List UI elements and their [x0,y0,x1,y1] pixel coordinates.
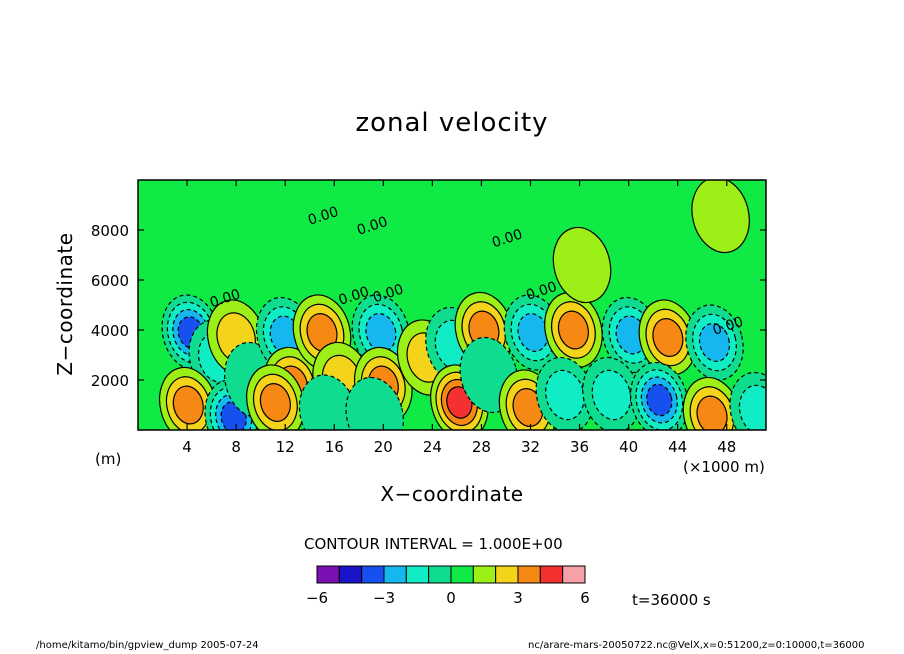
x-tick-label-1: 8 [231,438,241,456]
y-tick-label-2: 6000 [91,272,129,290]
colorbar-swatch-11 [562,565,586,584]
x-tick-label-11: 48 [717,438,736,456]
time-label: t=36000 s [632,591,711,609]
x-tick-label-9: 40 [619,438,638,456]
y-axis-unit: (m) [95,450,122,468]
contour-28-level-3 [698,323,731,362]
contour-22-level-3 [557,310,589,350]
colorbar-swatch-2 [361,565,385,584]
chart-title: zonal velocity [355,108,549,138]
contour-30-level-2 [738,384,766,430]
colorbar-swatch-1 [338,565,363,584]
colorbar-swatch-10 [539,565,564,584]
x-tick-label-10: 44 [668,438,687,456]
contour-29-level-3 [696,395,728,430]
x-tick-label-5: 24 [423,438,442,456]
x-axis-label: X−coordinate [380,482,524,506]
colorbar-swatch-5 [428,565,452,584]
colorbar-swatch-7 [472,565,497,584]
y-tick-label-3: 8000 [91,222,129,240]
contour-26-level-3 [652,318,684,357]
contour-field: 0.00 0.000.000.00 0.00 0.00 0.000.00 [159,180,766,430]
x-tick-label-2: 12 [276,438,295,456]
x-axis-unit: (×1000 m) [683,458,765,476]
contour-14-level-1 [345,376,405,430]
contour-2-level-3 [172,385,204,425]
x-tick-label-8: 36 [570,438,589,456]
colorbar-tick-label-3: 3 [513,589,523,607]
colorbar-swatch-9 [517,565,541,584]
colorbar-swatch-4 [405,565,430,584]
contour-27-level-4 [646,383,673,417]
contour-8-level-3 [259,383,291,422]
contour-25-level-2 [591,369,632,421]
colorbar-tick-label-2: 0 [446,589,456,607]
x-tick-label-4: 20 [374,438,393,456]
footer-source: nc/arare-mars-20050722.nc@VelX,x=0:51200… [528,640,865,651]
plot-frame [137,179,767,431]
footer-command: /home/kitamo/bin/gpview_dump 2005-07-24 [36,640,259,651]
colorbar-swatch-0 [316,565,340,584]
colorbar-tick-label-1: −3 [373,589,395,607]
y-tick-label-0: 2000 [91,372,129,390]
contour-31-level-1 [552,226,612,304]
x-tick-label-7: 32 [521,438,540,456]
x-tick-label-3: 16 [325,438,344,456]
colorbar-tick-label-4: 6 [580,589,590,607]
contour-12-level-3 [365,313,397,352]
colorbar-tick-label-0: −6 [306,589,328,607]
y-tick-label-1: 4000 [91,322,129,340]
contour-interval-label: CONTOUR INTERVAL = 1.000E+00 [304,535,563,553]
colorbar-swatch-6 [450,565,474,584]
colorbar-swatch-8 [495,565,519,584]
contour-32-level-1 [691,180,750,254]
x-tick-label-0: 4 [182,438,192,456]
x-tick-label-6: 28 [472,438,491,456]
colorbar-swatch-3 [383,565,407,584]
